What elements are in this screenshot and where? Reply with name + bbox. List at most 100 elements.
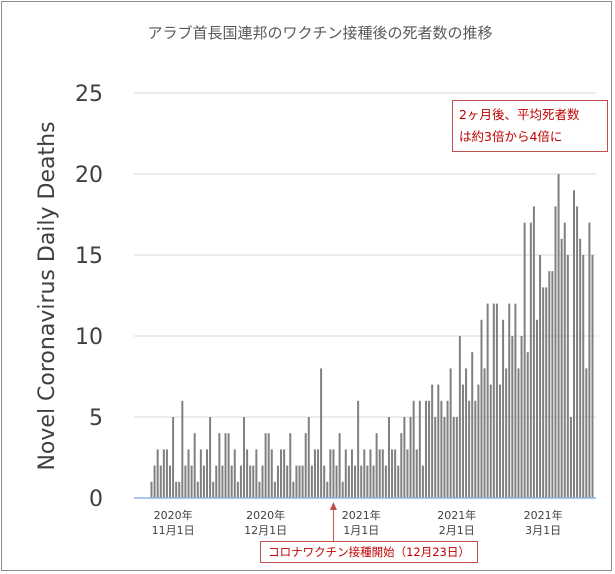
bar [233, 449, 236, 498]
bar [585, 368, 588, 498]
bar [193, 433, 196, 498]
y-axis-label: Novel Coronavirus Daily Deaths [35, 121, 60, 470]
bar [313, 449, 316, 498]
bar [579, 238, 582, 499]
bar [517, 368, 520, 498]
bar [323, 465, 326, 498]
bar [246, 449, 249, 498]
bar [350, 449, 353, 498]
bar [172, 417, 175, 498]
bar [582, 255, 585, 498]
bar [326, 481, 329, 498]
bar [431, 384, 434, 498]
bar [215, 465, 218, 498]
y-tick-labels: 0 5 10 15 20 25 [75, 82, 103, 512]
bar [391, 449, 394, 498]
bar [273, 481, 276, 498]
bar [159, 465, 162, 498]
x-tick-labels: 2020年 11月1日 2020年 12月1日 2021年 1月1日 2021年 2月1日 20… [152, 508, 563, 537]
annotation-line-2: は約3倍から4倍に [459, 129, 563, 144]
bar [394, 449, 397, 498]
bar [428, 400, 431, 498]
x-tick-date: 2月1日 [439, 524, 475, 537]
bar [480, 319, 483, 498]
bar [520, 336, 523, 498]
x-tick-date: 12月1日 [244, 524, 287, 537]
bar [412, 400, 415, 498]
bar [452, 417, 455, 498]
bar [415, 449, 418, 498]
bar [545, 287, 548, 498]
arrow-head [329, 502, 337, 510]
bar [569, 417, 572, 498]
bar [301, 465, 304, 498]
bar [403, 417, 406, 498]
y-tick-label: 25 [75, 82, 103, 107]
bar [332, 449, 335, 498]
x-tick-date: 11月1日 [152, 524, 195, 537]
bar [511, 336, 514, 498]
bars [150, 174, 594, 499]
bar [258, 481, 261, 498]
bar [190, 465, 193, 498]
bar [335, 465, 338, 498]
x-tick-date: 1月1日 [343, 524, 379, 537]
bar [175, 481, 178, 498]
bar [280, 449, 283, 498]
bar [289, 433, 292, 498]
annotation-death-increase: 2ヶ月後、平均死者数 は約3倍から4倍に [452, 100, 608, 152]
bar [206, 449, 209, 498]
bar [474, 400, 477, 498]
bar [283, 449, 286, 498]
bar [261, 465, 264, 498]
bar [329, 449, 332, 498]
bar [230, 465, 233, 498]
bar [572, 190, 575, 498]
bar [465, 368, 468, 498]
bar [162, 449, 165, 498]
bar [169, 465, 172, 498]
bar [440, 400, 443, 498]
bar [526, 352, 529, 498]
bar [551, 271, 554, 498]
bar [354, 465, 357, 498]
annotation-line-1: 2ヶ月後、平均死者数 [459, 107, 580, 122]
bar [270, 449, 273, 498]
bar [239, 465, 242, 498]
bar [529, 222, 532, 498]
bar [341, 481, 344, 498]
annotation-vaccination-start: コロナワクチン接種開始（12月23日） [260, 541, 478, 563]
bar [449, 368, 452, 498]
bar [542, 287, 545, 498]
bar [372, 465, 375, 498]
bar [591, 255, 594, 498]
bar [181, 400, 184, 498]
bar [209, 417, 212, 498]
bar [424, 400, 427, 498]
bar [292, 481, 295, 498]
bar [357, 400, 360, 498]
x-tick-year: 2020年 [154, 508, 193, 522]
bar [255, 449, 258, 498]
y-tick-label: 20 [75, 163, 103, 188]
bar [421, 465, 424, 498]
bar [298, 465, 301, 498]
bar [409, 417, 412, 498]
bar [196, 481, 199, 498]
bar [514, 303, 517, 498]
bar [249, 465, 252, 498]
bar [548, 271, 551, 498]
bar [347, 465, 350, 498]
bar [369, 449, 372, 498]
bar [184, 465, 187, 498]
bar [384, 465, 387, 498]
bar [212, 481, 215, 498]
bar [434, 417, 437, 498]
bar [576, 206, 579, 498]
bar [400, 433, 403, 498]
bar [508, 303, 511, 498]
vaccination-start-arrow [329, 502, 337, 541]
bar [539, 255, 542, 498]
bar [304, 433, 307, 498]
